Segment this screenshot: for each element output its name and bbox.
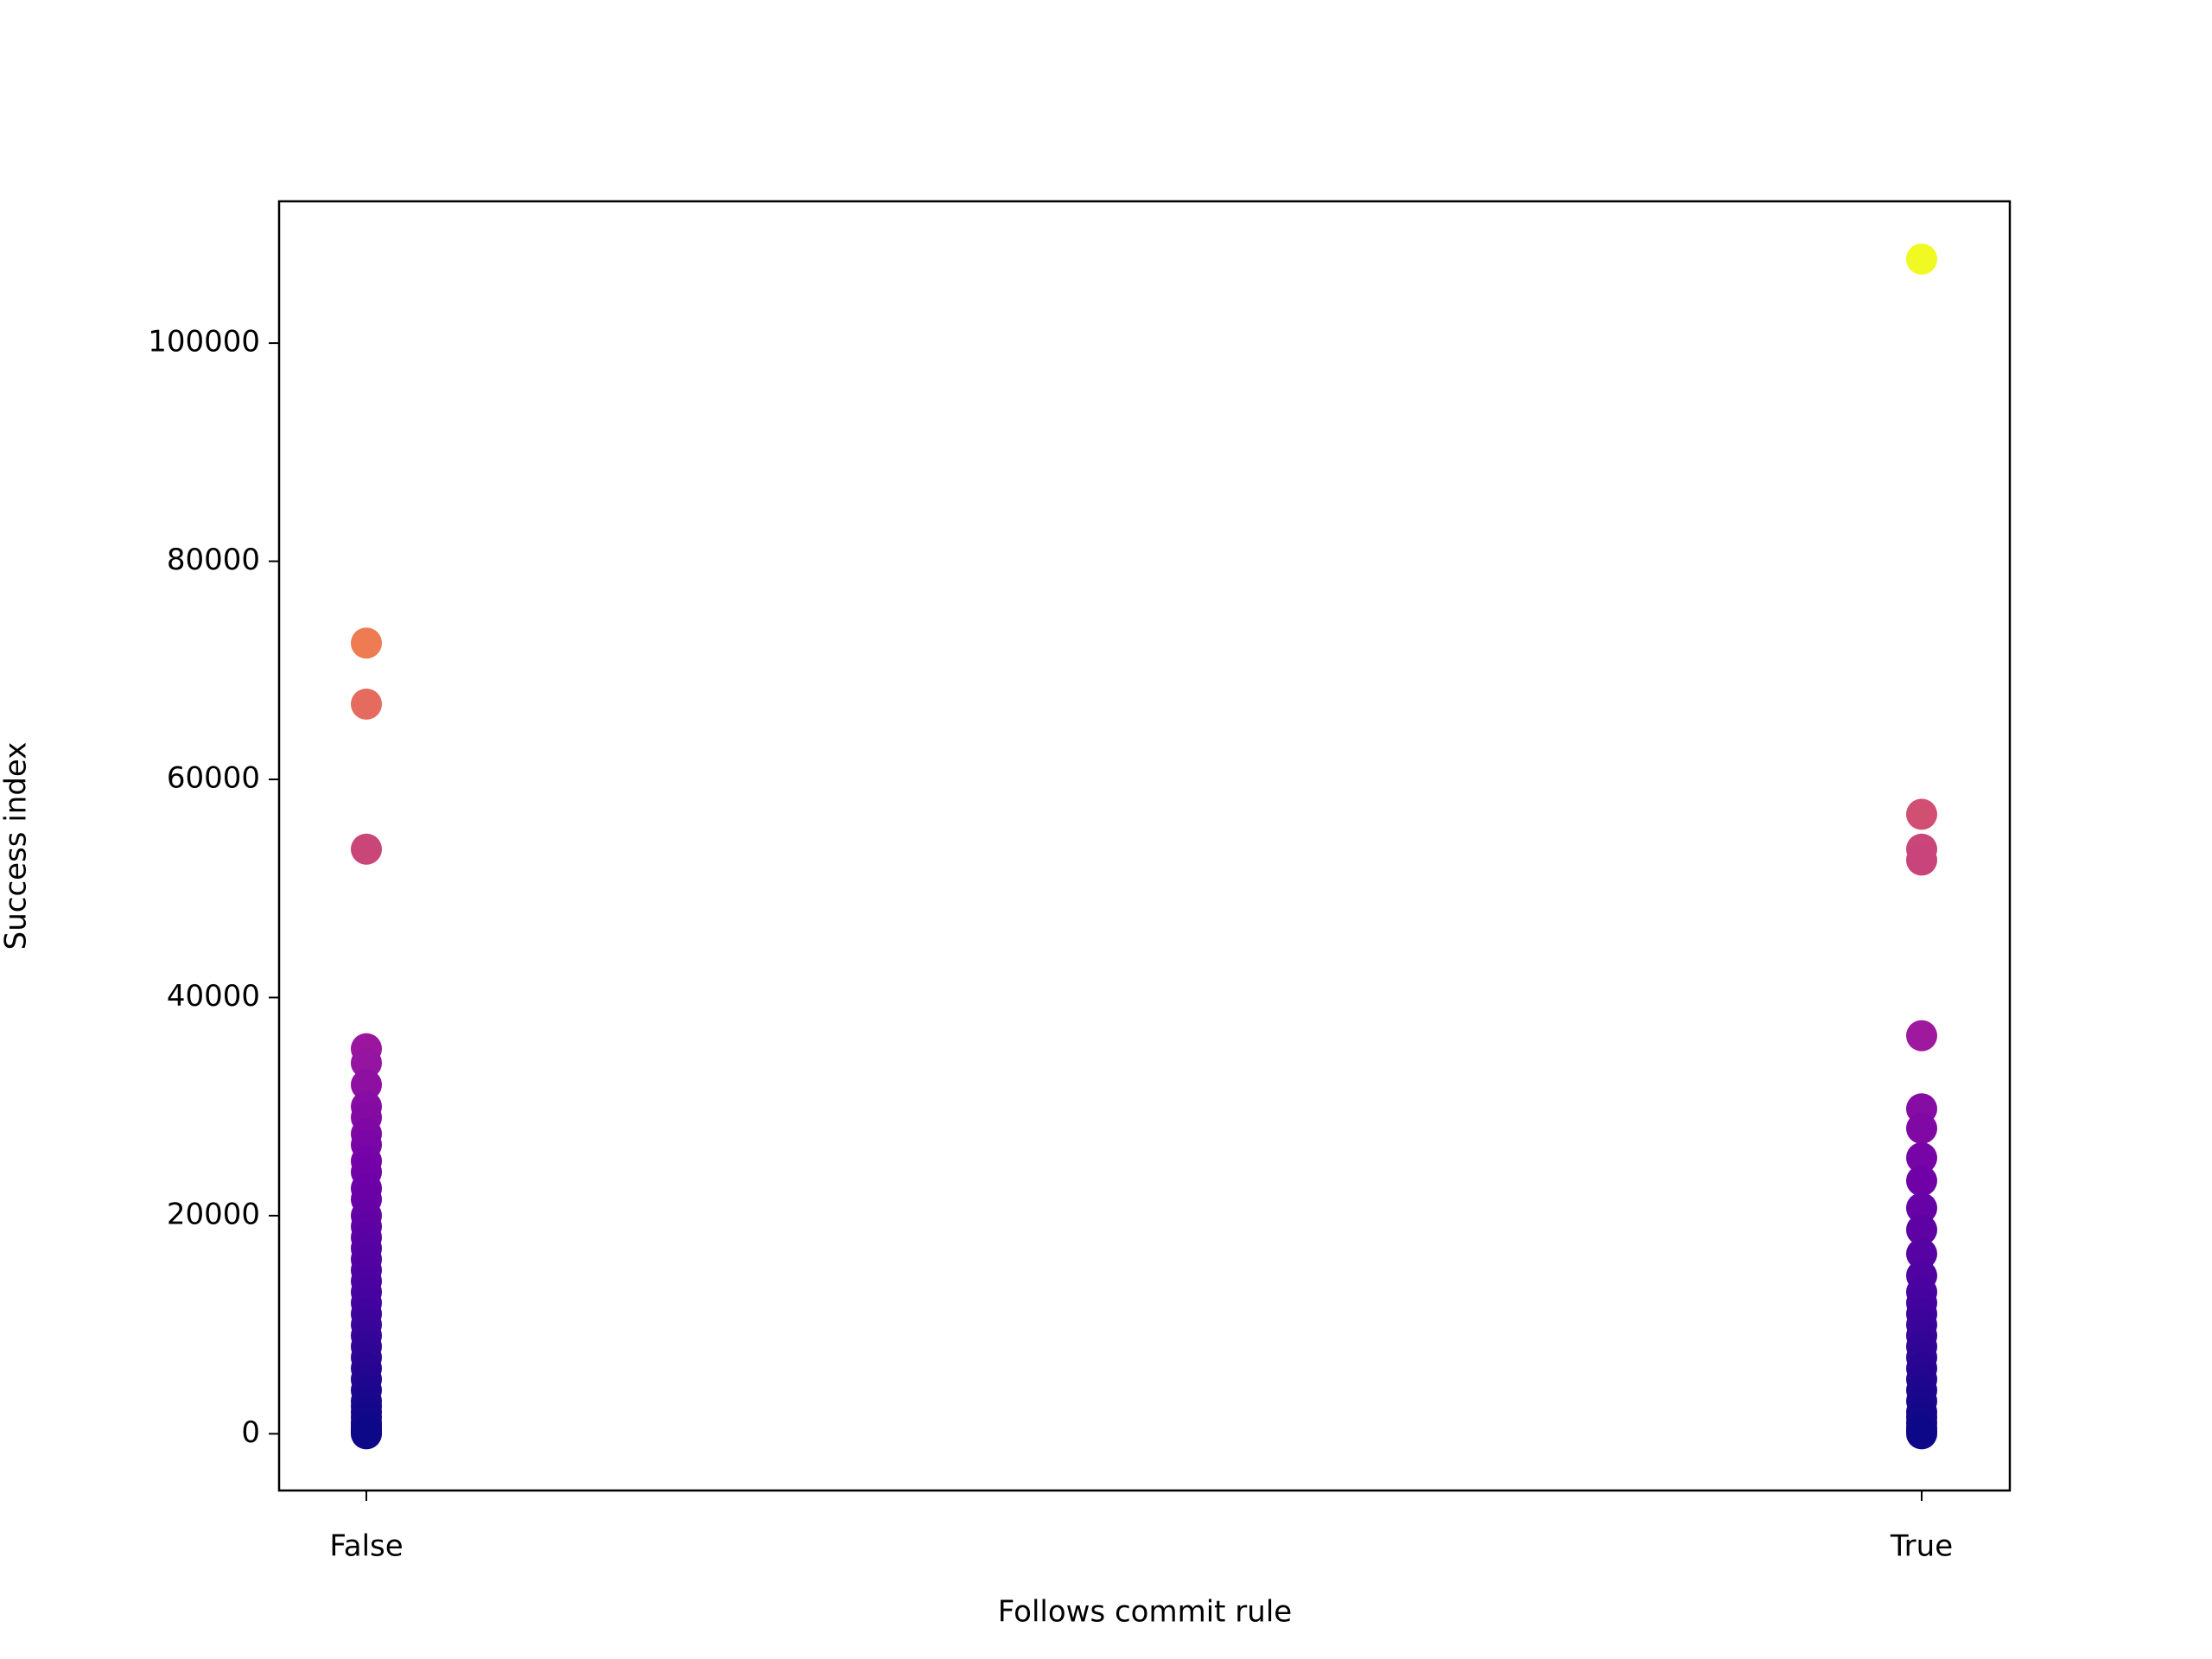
point [1906,1214,1937,1246]
point [1906,1112,1937,1144]
plot-frame [277,200,2012,1492]
point [1906,1020,1937,1052]
point [351,1047,382,1079]
point [351,688,382,720]
y-tick-label: 80000 [167,543,260,577]
point [1906,798,1937,830]
y-axis-label: Success index [0,742,34,950]
point [351,627,382,659]
point [1906,1142,1937,1174]
x-tick-label: True [1890,1529,1953,1564]
point [1906,1418,1937,1450]
y-tick-label: 40000 [167,979,260,1014]
point [351,1069,382,1101]
point [1906,844,1937,876]
point [1906,1192,1937,1224]
point [351,1418,382,1450]
x-tick-label: False [329,1529,403,1564]
y-tick-label: 20000 [167,1197,260,1231]
point [1906,1165,1937,1197]
y-tick-label: 60000 [167,761,260,796]
point [351,833,382,865]
point [1906,243,1937,275]
y-tick-label: 100000 [148,325,260,359]
x-axis-label: Follows commit rule [998,1595,1292,1630]
y-tick-label: 0 [241,1415,260,1450]
point [1906,1238,1937,1270]
